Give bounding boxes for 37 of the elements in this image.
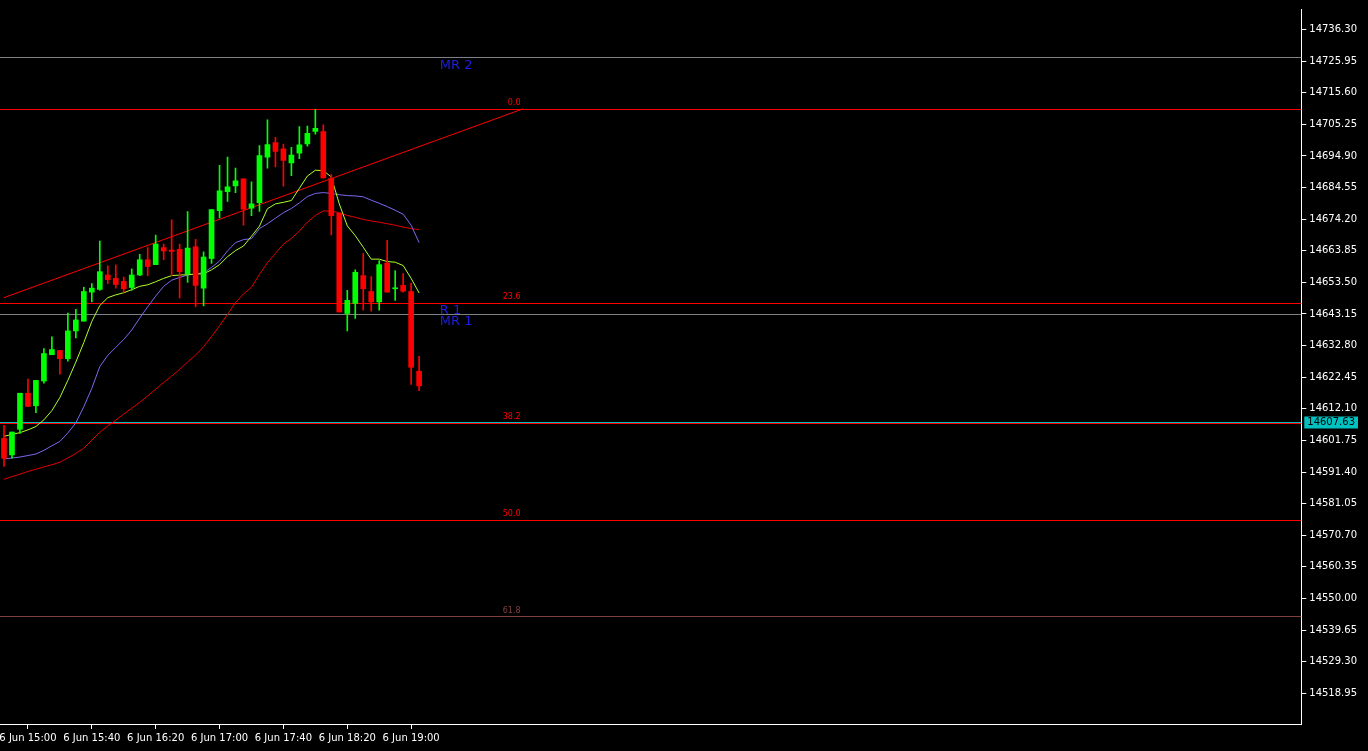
y-tick-label: 14570.70 <box>1309 528 1357 540</box>
y-tick-label: 14632.80 <box>1309 339 1357 351</box>
y-tick-label: 14581.05 <box>1309 497 1357 509</box>
y-tick-label: 14591.40 <box>1309 465 1357 477</box>
y-tick-label: 14529.30 <box>1309 655 1357 667</box>
y-tick-label: 14643.15 <box>1309 307 1357 319</box>
y-tick-label: 14539.65 <box>1309 623 1357 635</box>
ref-line-label: 0.0 <box>507 98 521 108</box>
y-tick-label: 14560.35 <box>1309 560 1357 572</box>
x-tick-label: 6 Jun 15:00 <box>0 731 57 743</box>
y-tick-label: 14715.60 <box>1309 86 1357 98</box>
y-tick-label: 14550.00 <box>1309 592 1357 604</box>
x-tick-label: 6 Jun 16:20 <box>127 731 185 743</box>
x-tick-label: 6 Jun 15:40 <box>63 731 121 743</box>
y-tick-label: 14684.55 <box>1309 181 1357 193</box>
y-tick-label: 14705.25 <box>1309 117 1357 129</box>
y-tick-label: 14622.45 <box>1309 370 1357 382</box>
y-tick-label: 14518.95 <box>1309 686 1357 698</box>
x-tick-label: 6 Jun 19:00 <box>382 731 440 743</box>
ref-line-label: MR 1 <box>439 313 473 329</box>
y-tick-label: 14725.95 <box>1309 54 1357 66</box>
y-tick-label: 14694.90 <box>1309 149 1357 161</box>
ref-line-label: 23.6 <box>502 291 521 301</box>
y-tick-label: 14674.20 <box>1309 212 1357 224</box>
ref-line-label: 38.2 <box>502 411 521 421</box>
y-tick-label: 14663.85 <box>1309 244 1357 256</box>
x-tick-label: 6 Jun 18:20 <box>318 731 376 743</box>
ref-line-label: 14607.63 <box>1307 416 1355 428</box>
y-tick-label: 14653.50 <box>1309 275 1357 287</box>
ref-line-label: MR 2 <box>439 57 473 73</box>
ref-line-label: 50.0 <box>502 508 521 518</box>
x-tick-label: 6 Jun 17:00 <box>190 731 249 743</box>
ref-line-label: 61.8 <box>502 605 521 615</box>
y-tick-label: 14612.10 <box>1309 402 1357 414</box>
y-tick-label: 14736.30 <box>1309 23 1357 35</box>
x-tick-label: 6 Jun 17:40 <box>254 731 312 743</box>
y-tick-label: 14601.75 <box>1309 434 1357 446</box>
